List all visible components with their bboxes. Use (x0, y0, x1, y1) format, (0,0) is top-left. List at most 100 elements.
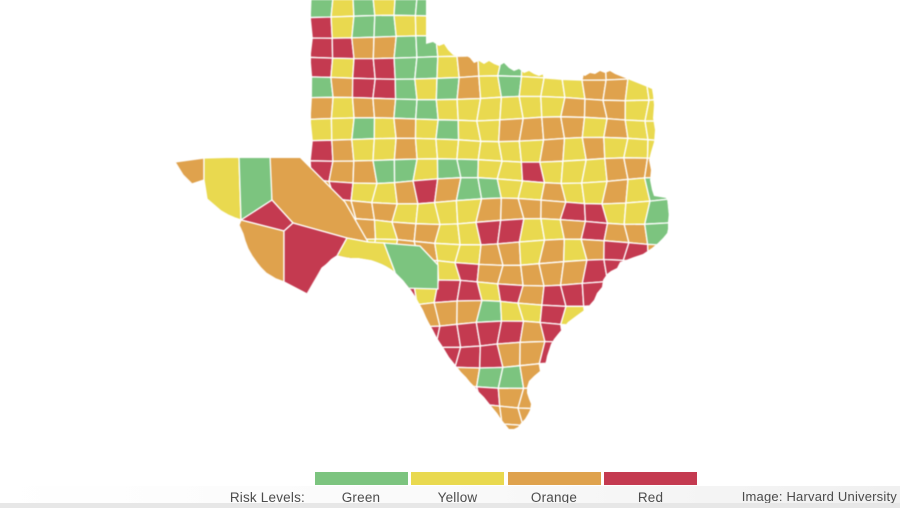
county-cell (454, 366, 481, 388)
county-cell (581, 79, 607, 101)
county-cell (415, 98, 439, 121)
county-cell (603, 258, 629, 283)
county-cell (433, 382, 461, 404)
county-cell (309, 56, 334, 79)
county-cell (560, 96, 586, 118)
county-cell (393, 137, 418, 161)
county-cell (373, 14, 397, 38)
county-cell (309, 16, 333, 39)
county-cell (497, 75, 523, 98)
county-cell (646, 139, 669, 160)
county-cell (518, 217, 546, 243)
county-cell (393, 56, 418, 80)
county-cell (456, 75, 482, 100)
county-cell (372, 35, 397, 60)
county-cell (435, 138, 460, 160)
county-cell (393, 98, 418, 120)
county-cell (581, 280, 609, 307)
county-cell (475, 219, 502, 246)
county-cell (372, 57, 396, 80)
county-cell (602, 78, 629, 102)
county-cell (393, 0, 418, 17)
county-cell (518, 75, 545, 98)
county-cell (391, 203, 419, 225)
county-cell (455, 177, 483, 202)
county-cell (328, 160, 355, 184)
county-cell (454, 244, 482, 266)
county-cell (602, 99, 626, 121)
caption-band (0, 486, 900, 504)
county-cell (309, 117, 333, 142)
county-el-paso (175, 157, 205, 185)
county-cell (604, 55, 629, 81)
county-cell (581, 258, 609, 285)
county-cell (373, 117, 397, 140)
county-cell (538, 260, 565, 287)
county-cell (581, 116, 608, 139)
county-cell (496, 320, 525, 345)
county-cell (517, 284, 545, 306)
county-cell (394, 78, 418, 101)
county-cell (412, 178, 439, 205)
county-cell (352, 57, 376, 80)
county-cell (330, 76, 354, 99)
county-cell (539, 137, 566, 163)
county-cell (518, 116, 545, 142)
county-cell (581, 57, 607, 81)
county-cell (475, 386, 501, 407)
county-cell (330, 57, 355, 79)
county-cell (643, 157, 669, 179)
county-cell (497, 140, 523, 163)
county-cell (624, 119, 649, 141)
county-cell (623, 157, 649, 181)
county-cell (496, 423, 524, 429)
county-cell (412, 158, 439, 182)
county-cell (352, 0, 376, 17)
county-cell (581, 136, 606, 161)
county-presidio (238, 219, 285, 283)
county-cell (580, 157, 608, 184)
county-cell (372, 78, 397, 100)
county-cell (330, 117, 355, 141)
county-cell (644, 75, 669, 101)
county-cell (580, 220, 609, 242)
county-cell (372, 159, 396, 185)
county-cell (331, 37, 355, 60)
county-cell (414, 137, 439, 160)
county-cell (351, 96, 376, 119)
county-cell (435, 76, 460, 101)
county-cell (351, 117, 376, 141)
county-cell (559, 305, 587, 327)
county-cell (435, 119, 460, 141)
county-cell (372, 97, 397, 119)
county-cell (561, 78, 586, 100)
county-cell (353, 260, 378, 287)
county-cell (520, 57, 545, 79)
county-cell (351, 138, 375, 162)
county-cell (496, 56, 523, 78)
county-cell (309, 0, 334, 19)
county-cell (623, 137, 649, 159)
county-cell (644, 120, 669, 142)
county-cell (309, 139, 334, 162)
county-cell (496, 264, 524, 287)
county-cell (414, 77, 438, 101)
county-layer (175, 0, 669, 429)
county-cell (309, 37, 334, 59)
county-cell (518, 95, 543, 120)
county-cell (435, 98, 459, 121)
county-cell (393, 14, 417, 38)
county-cell (538, 160, 564, 185)
county-cell (393, 35, 418, 59)
county-cell (414, 55, 439, 80)
county-cell (435, 35, 459, 58)
county-cell (643, 198, 669, 225)
county-cell (496, 160, 524, 182)
county-cell (393, 117, 417, 140)
county-cell (476, 119, 501, 143)
county-cell (309, 96, 334, 120)
county-cell (414, 0, 439, 17)
county-cell (456, 139, 482, 161)
county-cell (517, 180, 546, 201)
